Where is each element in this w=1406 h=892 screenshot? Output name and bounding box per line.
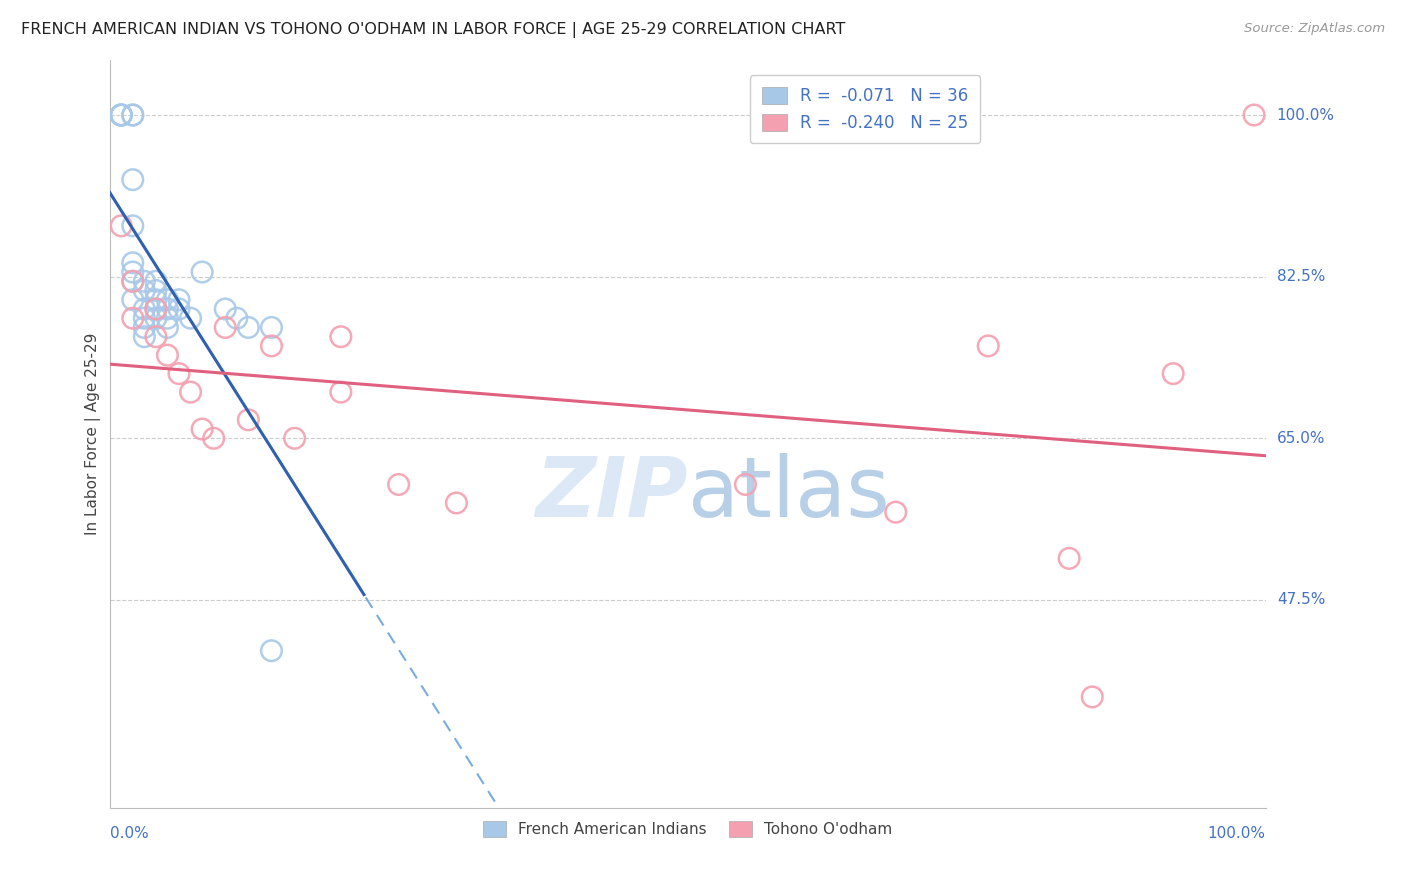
Point <box>121 172 143 186</box>
Point <box>238 413 260 427</box>
Text: 0.0%: 0.0% <box>110 827 149 841</box>
Point <box>180 311 202 326</box>
Text: Source: ZipAtlas.com: Source: ZipAtlas.com <box>1244 22 1385 36</box>
Point <box>329 329 352 343</box>
Point <box>1057 551 1080 566</box>
Point <box>156 348 179 362</box>
Point <box>238 320 260 334</box>
Point <box>121 219 143 233</box>
Point <box>145 274 167 288</box>
Text: 47.5%: 47.5% <box>1277 592 1324 607</box>
Y-axis label: In Labor Force | Age 25-29: In Labor Force | Age 25-29 <box>86 333 101 535</box>
Point <box>145 301 167 316</box>
Point <box>156 293 179 307</box>
Text: FRENCH AMERICAN INDIAN VS TOHONO O'ODHAM IN LABOR FORCE | AGE 25-29 CORRELATION : FRENCH AMERICAN INDIAN VS TOHONO O'ODHAM… <box>21 22 845 38</box>
Point <box>121 108 143 122</box>
Point <box>191 265 214 279</box>
Point <box>734 477 756 491</box>
Point <box>145 301 167 316</box>
Point <box>446 496 468 510</box>
Point <box>121 265 143 279</box>
Point <box>134 301 156 316</box>
Point <box>214 320 236 334</box>
Point <box>145 284 167 298</box>
Point <box>202 431 225 445</box>
Point <box>134 320 156 334</box>
Point <box>1161 367 1184 381</box>
Point <box>121 256 143 270</box>
Point <box>145 311 167 326</box>
Point <box>260 320 283 334</box>
Text: ZIP: ZIP <box>536 453 688 534</box>
Point <box>191 422 214 436</box>
Point <box>134 329 156 343</box>
Point <box>1081 690 1104 704</box>
Text: 82.5%: 82.5% <box>1277 269 1324 285</box>
Text: 100.0%: 100.0% <box>1277 108 1334 122</box>
Point <box>121 274 143 288</box>
Text: 100.0%: 100.0% <box>1208 827 1265 841</box>
Point <box>156 311 179 326</box>
Point <box>110 219 132 233</box>
Point <box>167 301 190 316</box>
Point <box>110 108 132 122</box>
Point <box>121 274 143 288</box>
Point <box>110 108 132 122</box>
Point <box>260 339 283 353</box>
Point <box>329 385 352 400</box>
Point <box>388 477 411 491</box>
Point <box>156 320 179 334</box>
Text: atlas: atlas <box>688 453 890 534</box>
Point <box>260 644 283 658</box>
Point <box>180 385 202 400</box>
Point <box>121 293 143 307</box>
Point <box>121 108 143 122</box>
Text: 65.0%: 65.0% <box>1277 431 1326 446</box>
Point <box>167 367 190 381</box>
Point <box>167 293 190 307</box>
Point <box>134 274 156 288</box>
Legend: French American Indians, Tohono O'odham: French American Indians, Tohono O'odham <box>475 814 900 845</box>
Point <box>284 431 307 445</box>
Point <box>121 311 143 326</box>
Point <box>145 293 167 307</box>
Point <box>225 311 247 326</box>
Point <box>156 301 179 316</box>
Point <box>134 311 156 326</box>
Point <box>134 284 156 298</box>
Point <box>110 108 132 122</box>
Point <box>884 505 907 519</box>
Point <box>110 108 132 122</box>
Point <box>214 301 236 316</box>
Point <box>977 339 1000 353</box>
Point <box>145 329 167 343</box>
Point <box>1243 108 1265 122</box>
